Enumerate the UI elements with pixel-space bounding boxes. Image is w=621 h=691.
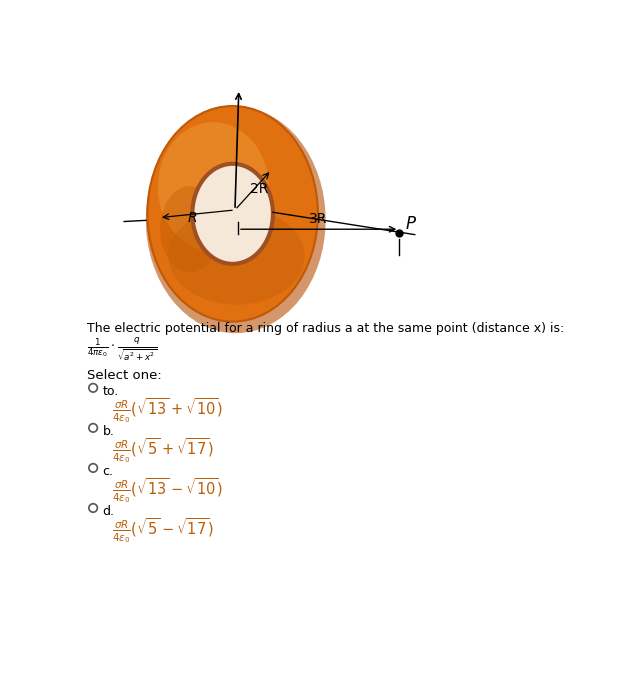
Text: 2R: 2R xyxy=(250,182,268,196)
Text: $\frac{1}{4\pi\epsilon_0} \cdot \frac{q}{\sqrt{a^2+x^2}}$: $\frac{1}{4\pi\epsilon_0} \cdot \frac{q}… xyxy=(87,337,157,363)
Text: Select one:: Select one: xyxy=(87,370,161,382)
Ellipse shape xyxy=(193,164,273,264)
Ellipse shape xyxy=(147,106,318,321)
Ellipse shape xyxy=(158,122,269,252)
Text: c.: c. xyxy=(102,465,114,478)
Text: $\frac{\sigma R}{4\varepsilon_0}(\sqrt{13}+\sqrt{10})$: $\frac{\sigma R}{4\varepsilon_0}(\sqrt{1… xyxy=(112,395,224,424)
Text: d.: d. xyxy=(102,505,114,518)
Text: The electric potential for a ring of radius a at the same point (distance x) is:: The electric potential for a ring of rad… xyxy=(87,321,564,334)
Ellipse shape xyxy=(160,186,220,272)
Text: $\frac{\sigma R}{4\varepsilon_0}(\sqrt{5}-\sqrt{17})$: $\frac{\sigma R}{4\varepsilon_0}(\sqrt{5… xyxy=(112,515,214,545)
Text: b.: b. xyxy=(102,425,114,438)
Text: $\frac{\sigma R}{4\varepsilon_0}(\sqrt{5}+\sqrt{17})$: $\frac{\sigma R}{4\varepsilon_0}(\sqrt{5… xyxy=(112,435,214,464)
Ellipse shape xyxy=(168,208,305,305)
Text: to.: to. xyxy=(102,385,119,398)
Text: $\frac{\sigma R}{4\varepsilon_0}(\sqrt{13}-\sqrt{10})$: $\frac{\sigma R}{4\varepsilon_0}(\sqrt{1… xyxy=(112,475,224,504)
Ellipse shape xyxy=(146,107,325,333)
Text: 3R: 3R xyxy=(309,212,327,226)
Text: R: R xyxy=(188,211,197,225)
Text: P: P xyxy=(406,215,415,233)
